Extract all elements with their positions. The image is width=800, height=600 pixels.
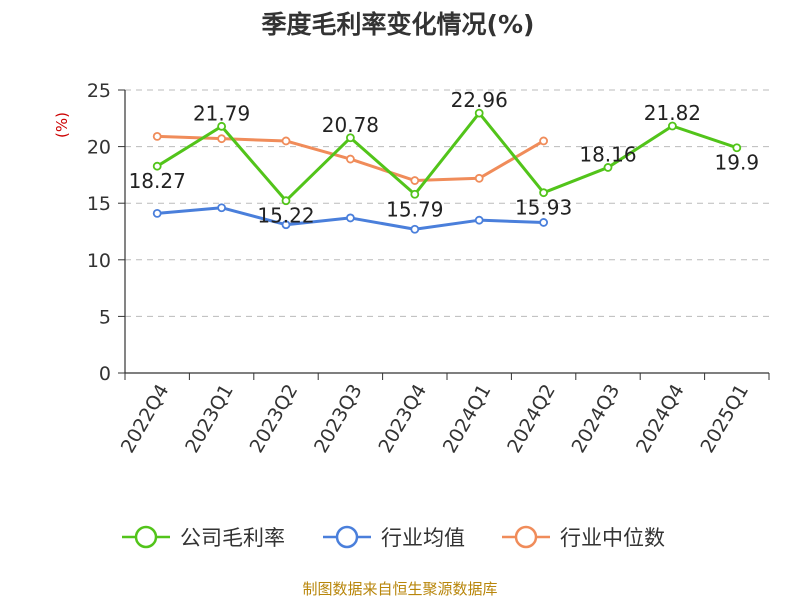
data-point [345, 213, 355, 223]
x-tick-label: 2024Q3 [568, 381, 625, 457]
data-point [474, 215, 484, 225]
x-tick-label: 2023Q4 [374, 381, 431, 457]
y-tick-label: 0 [99, 363, 111, 385]
data-label: 20.78 [322, 113, 379, 137]
data-point [732, 143, 742, 153]
data-point [539, 218, 548, 227]
data-point [410, 176, 420, 185]
chart-title: 季度毛利率变化情况(%) [262, 10, 535, 39]
legend-marker [134, 525, 158, 549]
legend-marker [514, 525, 538, 549]
data-labels: 18.27 21.79 15.22 20.78 15.79 22.96 15.93 18.16… [129, 88, 759, 228]
data-label: 21.79 [193, 101, 250, 125]
series-layer [152, 108, 742, 234]
x-tick-label: 2024Q2 [503, 381, 560, 457]
series-line [156, 111, 738, 203]
data-point [281, 196, 291, 206]
data-source-note: 制图数据来自恒生聚源数据库 [302, 580, 497, 598]
data-label: 15.79 [386, 197, 443, 221]
y-axis-unit: (%) [53, 112, 71, 138]
x-tick-label: 2023Q2 [246, 381, 303, 457]
data-label: 15.22 [257, 204, 314, 228]
legend-label: 行业均值 [381, 526, 465, 550]
y-tick-label: 10 [87, 250, 111, 272]
x-tick-label: 2023Q3 [310, 381, 367, 457]
data-point [152, 208, 162, 218]
data-point [152, 132, 162, 141]
x-tick-label: 2023Q1 [181, 381, 238, 457]
data-label: 19.9 [715, 151, 760, 175]
legend: 公司毛利率 行业均值 行业中位数 [122, 525, 665, 550]
data-point [603, 163, 613, 172]
data-label: 18.27 [129, 169, 186, 193]
data-point [668, 121, 677, 131]
data-point [539, 188, 548, 198]
data-point [281, 220, 291, 230]
y-tick-label: 25 [87, 80, 111, 102]
data-point [281, 136, 291, 146]
data-point [152, 161, 162, 171]
data-point [217, 203, 227, 213]
data-point [410, 189, 420, 199]
data-label: 18.16 [579, 142, 636, 166]
data-label: 15.93 [515, 196, 572, 220]
x-tick-label: 2024Q4 [632, 381, 689, 457]
data-point [217, 134, 227, 144]
data-point [474, 173, 484, 183]
data-point [345, 154, 355, 164]
legend-label: 行业中位数 [560, 526, 665, 550]
y-tick-label: 5 [99, 306, 111, 328]
data-point [217, 121, 227, 131]
data-point [474, 108, 484, 118]
data-point [345, 133, 355, 143]
grid-lines [125, 89, 769, 317]
legend-marker [335, 525, 359, 549]
x-tick-label: 2022Q4 [117, 381, 174, 457]
y-tick-label: 20 [87, 137, 111, 159]
legend-label: 公司毛利率 [180, 526, 285, 550]
data-point [539, 136, 548, 146]
y-tick-label: 15 [87, 193, 111, 215]
data-point [410, 224, 420, 234]
data-label: 22.96 [451, 88, 508, 112]
x-tick-label: 2024Q1 [439, 381, 496, 457]
x-tick-label: 2025Q1 [696, 381, 753, 457]
data-label: 21.82 [644, 101, 701, 125]
